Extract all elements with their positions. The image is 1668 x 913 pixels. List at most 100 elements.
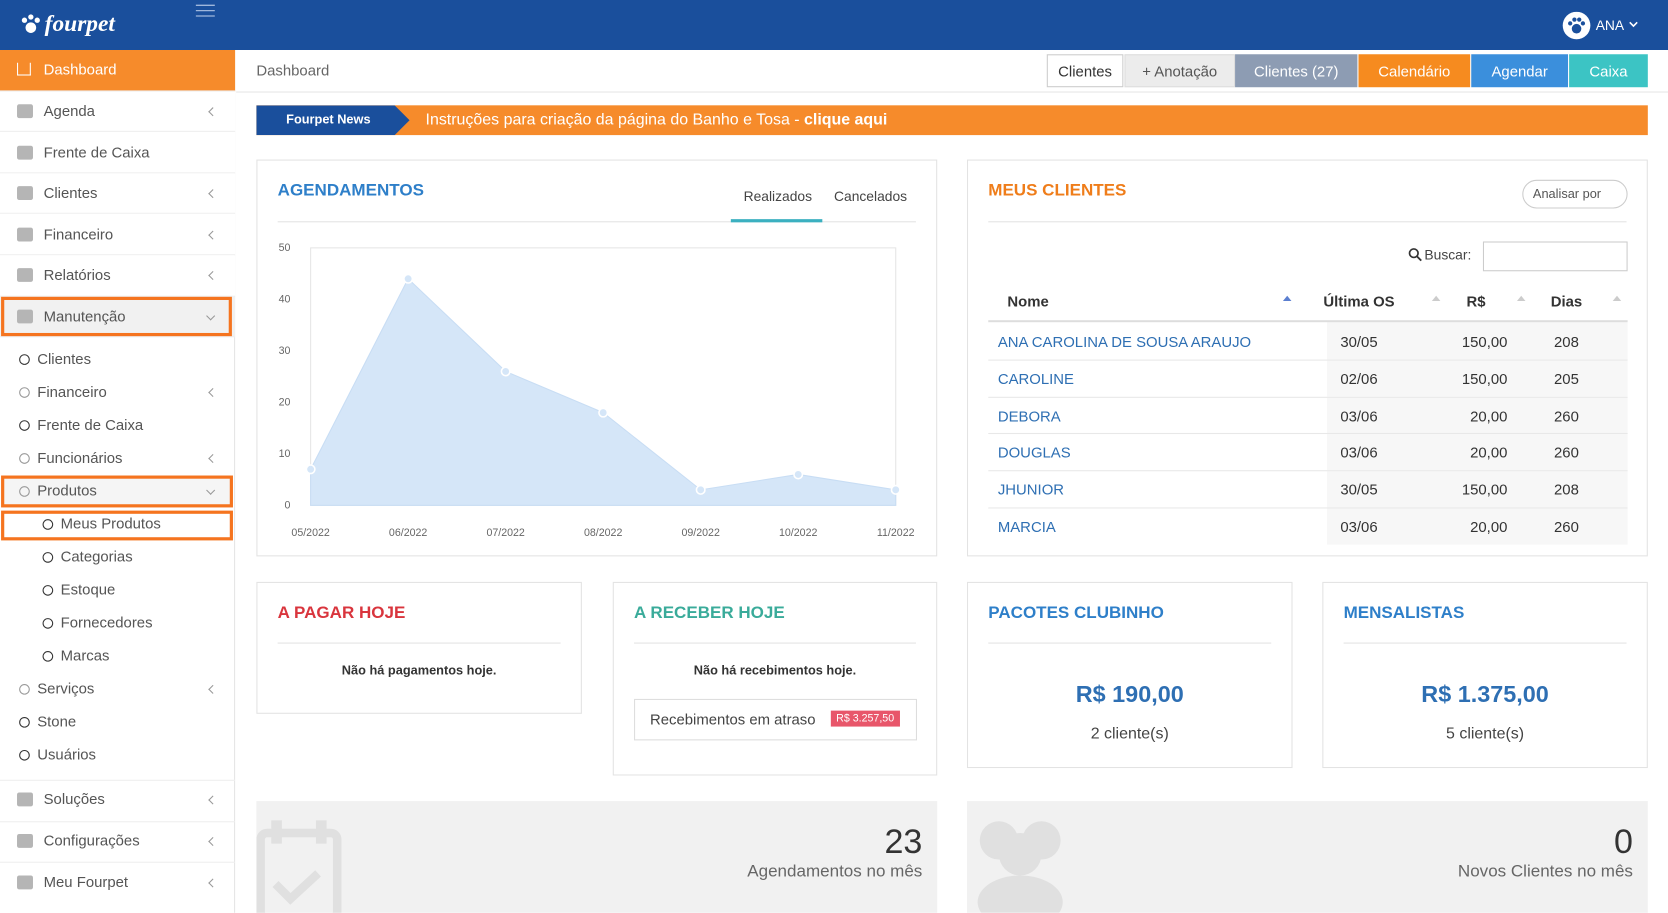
count: 5 cliente(s) (1446, 724, 1525, 743)
column-header[interactable]: Dias (1550, 292, 1583, 310)
table-row[interactable] (988, 470, 1628, 508)
amount: R$ 190,00 (1075, 680, 1184, 708)
sort-icon (1612, 295, 1622, 302)
stat-label: Agendamentos no mês (747, 862, 923, 881)
table-cell: DEBORA (997, 407, 1061, 425)
table-cell: 20,00 (1470, 407, 1508, 425)
news-text: Instruções para criação da página do Ban… (426, 111, 888, 129)
tab[interactable]: Cancelados (834, 188, 908, 205)
bullet (19, 354, 30, 365)
menu-label: Relatórios (43, 266, 111, 284)
table-row[interactable] (988, 322, 1628, 360)
point (598, 407, 609, 418)
submenu-label[interactable]: Marcas (60, 646, 110, 664)
submenu-label[interactable]: Meus Produtos (60, 514, 161, 532)
toolbar-button[interactable]: Clientes (27) (1235, 54, 1358, 88)
user-caret (1629, 21, 1638, 28)
table-cell: DOUGLAS (997, 444, 1071, 462)
menu-item[interactable] (0, 255, 236, 297)
column-header[interactable]: R$ (1466, 292, 1486, 310)
analyze-label: Analisar por (1532, 186, 1602, 202)
breadcrumb: Dashboard (256, 61, 330, 79)
menu-item[interactable] (0, 779, 236, 821)
menu-icon (17, 145, 33, 160)
submenu-label[interactable]: Stone (37, 712, 77, 730)
news-link[interactable]: clique aqui (804, 110, 888, 129)
menu-label: Agenda (43, 102, 95, 120)
table-row[interactable] (988, 433, 1628, 471)
stat-value: 0 (1614, 822, 1633, 861)
table-cell: 150,00 (1461, 481, 1508, 499)
toolbar-button[interactable]: Caixa (1569, 54, 1648, 88)
menu-item[interactable] (0, 296, 236, 338)
overdue-box[interactable] (634, 698, 917, 741)
column-header[interactable]: Última OS (1323, 292, 1395, 310)
bullet (19, 749, 30, 761)
submenu-label[interactable]: Frente de Caixa (37, 415, 144, 433)
menu-item[interactable] (0, 861, 236, 903)
column-header[interactable]: Nome (1007, 292, 1049, 310)
submenu-label[interactable]: Estoque (60, 580, 116, 598)
point (793, 469, 804, 480)
menu-label: Manutenção (43, 307, 126, 325)
bullet (19, 420, 30, 431)
news-bar (256, 105, 1648, 136)
menu-item[interactable] (0, 820, 236, 862)
menu-icon (17, 104, 33, 118)
menu-item[interactable] (0, 214, 236, 256)
bullet (42, 585, 54, 596)
table-cell: 20,00 (1470, 518, 1508, 536)
menu-icon (17, 874, 33, 889)
menu-label: Frente de Caixa (43, 143, 150, 161)
table-cell: MARCIA (997, 518, 1056, 536)
menu-toggle[interactable] (195, 4, 215, 19)
tab-underline (730, 219, 823, 223)
panel-title: PACOTES CLUBINHO (988, 604, 1164, 623)
table-rule (988, 320, 1628, 323)
x-tick-label: 07/2022 (486, 527, 524, 539)
submenu-label[interactable]: Produtos (37, 481, 97, 499)
menu-label: Configurações (43, 831, 140, 849)
toolbar-button[interactable]: + Anotação (1124, 54, 1236, 88)
search-input[interactable] (1482, 241, 1628, 272)
tab[interactable]: Realizados (743, 188, 813, 205)
highlight-box (1, 475, 233, 508)
bullet (19, 453, 30, 464)
menu-item[interactable] (0, 91, 236, 133)
bullet (19, 717, 30, 728)
toolbar-label: + Anotação (1142, 62, 1218, 80)
panel-title: A PAGAR HOJE (277, 604, 406, 623)
menu-item[interactable] (0, 173, 236, 215)
table-cell: CAROLINE (997, 369, 1074, 388)
table-cell: JHUNIOR (997, 481, 1065, 499)
user-avatar (1562, 11, 1591, 40)
user-name[interactable]: ANA (1595, 17, 1625, 33)
table-row[interactable] (988, 359, 1628, 397)
toolbar-label: Agendar (1491, 62, 1548, 80)
table-row[interactable] (988, 507, 1628, 545)
submenu-label[interactable]: Usuários (37, 745, 97, 763)
highlight-box (1, 296, 232, 337)
submenu-label[interactable]: Serviços (37, 679, 95, 697)
menu-item[interactable] (0, 49, 236, 92)
mensalistas-panel: MENSALISTAS R$ 1.375,00 5 cliente(s) (1322, 581, 1648, 769)
point (890, 484, 901, 495)
menu-item[interactable] (0, 132, 236, 174)
submenu-label[interactable]: Fornecedores (60, 613, 153, 631)
submenu-label[interactable]: Clientes (37, 349, 92, 368)
submenu-label[interactable]: Categorias (60, 547, 133, 565)
y-tick-label: 10 (279, 448, 291, 460)
menu-icon (17, 833, 33, 848)
topbar (0, 0, 1668, 50)
x-tick-label: 08/2022 (584, 527, 622, 539)
table-row[interactable] (988, 396, 1628, 434)
y-tick-label: 20 (279, 397, 291, 409)
toolbar-button[interactable]: Clientes (1046, 54, 1124, 88)
analyze-button[interactable]: Analisar por (1522, 179, 1628, 209)
toolbar-button[interactable]: Calendário (1358, 54, 1471, 88)
stat-box: 0 Novos Clientes no mês (966, 801, 1648, 913)
toolbar-button[interactable]: Agendar (1471, 54, 1569, 88)
stat-box: 23 Agendamentos no mês (256, 801, 938, 913)
submenu-label[interactable]: Financeiro (37, 382, 107, 400)
submenu-label[interactable]: Funcionários (37, 448, 123, 466)
